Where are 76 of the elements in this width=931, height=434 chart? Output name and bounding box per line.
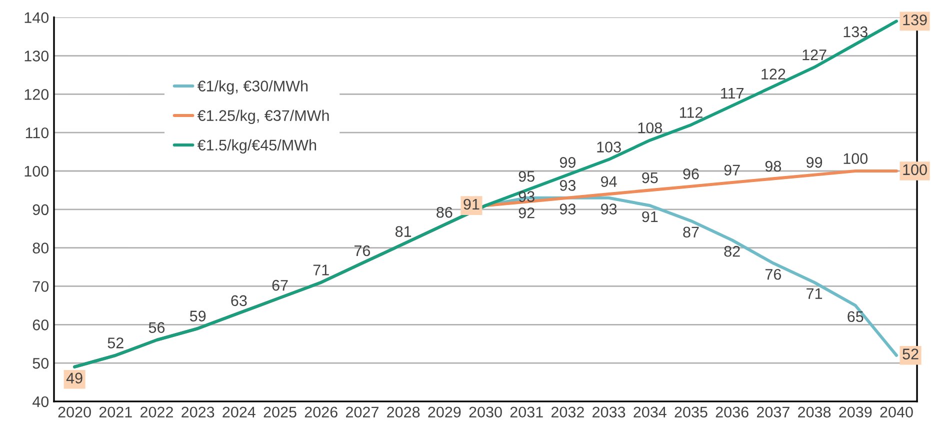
data-label: 122 bbox=[762, 68, 786, 80]
y-tick-label: 130 bbox=[24, 50, 49, 62]
data-label: 95 bbox=[642, 172, 658, 184]
x-tick-label: 2025 bbox=[264, 406, 296, 418]
y-tick-label: 110 bbox=[26, 127, 49, 138]
data-label: 93 bbox=[601, 204, 617, 214]
x-tick-label: 2023 bbox=[182, 406, 214, 418]
y-tick-label: 140 bbox=[24, 12, 49, 24]
data-label: 133 bbox=[844, 26, 868, 38]
data-label: 97 bbox=[724, 164, 740, 176]
data-label: 117 bbox=[721, 88, 744, 99]
legend-label: €1.25/kg, €37/MWh bbox=[197, 110, 329, 124]
data-label: 86 bbox=[436, 206, 452, 218]
x-tick-label: 2040 bbox=[880, 406, 913, 418]
y-tick-label: 70 bbox=[32, 281, 49, 292]
data-label: 99 bbox=[806, 157, 822, 168]
data-label: 81 bbox=[395, 226, 412, 237]
y-tick-label: 50 bbox=[32, 358, 49, 369]
data-label: 99 bbox=[560, 157, 576, 168]
data-label: 127 bbox=[802, 49, 826, 60]
y-tick-label: 120 bbox=[24, 89, 49, 100]
data-label: 100 bbox=[903, 164, 927, 176]
data-label: 103 bbox=[597, 142, 621, 152]
data-label: 93 bbox=[560, 204, 576, 214]
data-label: 59 bbox=[190, 310, 206, 322]
data-label: 96 bbox=[683, 168, 699, 180]
data-label: 52 bbox=[108, 338, 124, 348]
x-tick-label: 2021 bbox=[99, 406, 132, 418]
x-tick-label: 2039 bbox=[839, 406, 872, 418]
data-label: 67 bbox=[272, 280, 288, 291]
x-tick-label: 2036 bbox=[716, 406, 748, 418]
y-tick-label: 80 bbox=[32, 242, 49, 254]
x-tick-label: 2034 bbox=[634, 406, 666, 418]
x-tick-label: 2038 bbox=[798, 406, 831, 418]
legend-label: €1.5/kg/€45/MWh bbox=[197, 139, 316, 154]
y-tick-label: 40 bbox=[32, 396, 49, 408]
data-label: 52 bbox=[902, 348, 918, 360]
y-tick-label: 60 bbox=[32, 320, 49, 330]
x-tick-label: 2028 bbox=[387, 406, 420, 418]
x-tick-label: 2024 bbox=[222, 406, 256, 418]
data-label: 112 bbox=[680, 107, 702, 118]
data-label: 87 bbox=[683, 226, 699, 238]
x-tick-label: 2037 bbox=[756, 406, 790, 418]
data-label: 49 bbox=[66, 372, 82, 384]
data-label: 94 bbox=[601, 176, 617, 188]
data-label: 65 bbox=[848, 311, 864, 322]
data-label: 100 bbox=[844, 153, 868, 164]
data-label: 92 bbox=[518, 208, 534, 218]
x-tick-label: 2031 bbox=[510, 406, 543, 418]
data-label: 98 bbox=[765, 160, 782, 172]
data-label: 76 bbox=[765, 268, 782, 280]
data-label: 82 bbox=[724, 246, 740, 257]
data-label: 76 bbox=[354, 245, 370, 256]
data-label: 139 bbox=[903, 14, 927, 26]
legend-label: €1/kg, €30/MWh bbox=[197, 80, 308, 94]
data-label: 63 bbox=[231, 295, 247, 306]
data-label: 95 bbox=[518, 170, 534, 182]
data-label: 108 bbox=[638, 122, 662, 134]
y-tick-label: 100 bbox=[24, 166, 49, 177]
x-tick-label: 2029 bbox=[428, 406, 461, 418]
x-tick-label: 2020 bbox=[58, 406, 91, 418]
x-tick-label: 2030 bbox=[469, 406, 502, 418]
data-label: 91 bbox=[464, 198, 480, 210]
x-tick-label: 2035 bbox=[674, 406, 708, 418]
data-label: 56 bbox=[148, 322, 165, 333]
x-tick-label: 2032 bbox=[551, 406, 584, 418]
data-label: 91 bbox=[642, 211, 658, 222]
x-tick-label: 2026 bbox=[304, 406, 338, 418]
data-label: 71 bbox=[806, 288, 822, 299]
y-tick-label: 90 bbox=[32, 204, 49, 216]
data-label: 71 bbox=[313, 264, 329, 276]
x-tick-label: 2022 bbox=[140, 406, 173, 418]
x-tick-label: 2027 bbox=[346, 406, 378, 418]
line-series bbox=[73, 20, 898, 368]
x-tick-label: 2033 bbox=[592, 406, 626, 418]
data-label: 93 bbox=[560, 180, 576, 191]
